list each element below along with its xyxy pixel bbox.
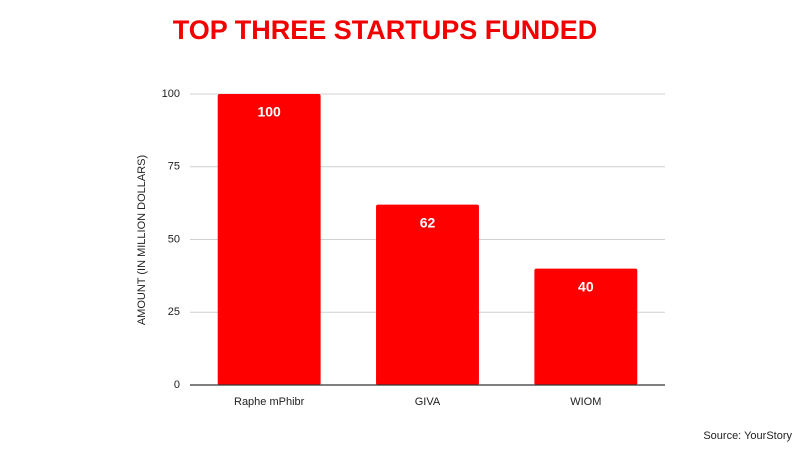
chart-title: TOP THREE STARTUPS FUNDED [173, 15, 598, 45]
bar [217, 94, 321, 385]
y-tick-label: 75 [168, 161, 180, 173]
x-tick-label: Raphe mPhibr [234, 396, 305, 408]
y-tick-label: 100 [162, 88, 180, 100]
source-note: Source: YourStory [703, 430, 792, 442]
bar [376, 204, 479, 385]
y-axis-title: AMOUNT (IN MILLION DOLLARS) [136, 155, 148, 325]
x-tick-label: WIOM [570, 396, 601, 408]
data-label: 40 [578, 278, 594, 294]
data-label: 100 [257, 104, 281, 120]
bar [534, 268, 638, 385]
data-label: 62 [420, 214, 436, 230]
y-tick-label: 25 [168, 306, 180, 318]
y-tick-label: 0 [174, 379, 180, 391]
x-tick-label: GIVA [415, 396, 441, 408]
y-tick-label: 50 [168, 233, 180, 245]
